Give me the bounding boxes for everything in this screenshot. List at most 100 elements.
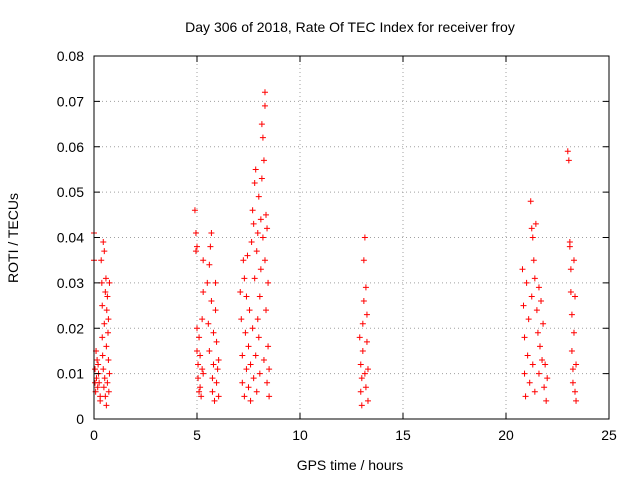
data-point (256, 293, 263, 300)
x-tick-label: 15 (395, 427, 411, 443)
data-point (98, 257, 105, 264)
data-point (215, 357, 222, 364)
data-point (260, 157, 267, 164)
data-point (207, 243, 214, 250)
data-point (241, 393, 248, 400)
data-point (197, 352, 204, 359)
y-tick-labels: 0 0.01 0.02 0.03 0.04 0.05 0.06 0.07 0.08 (57, 48, 84, 427)
data-point (104, 293, 111, 300)
data-point (106, 279, 113, 286)
data-point (99, 334, 106, 341)
data-point (524, 352, 531, 359)
data-point (532, 220, 539, 227)
data-point (253, 388, 260, 395)
data-point (264, 379, 271, 386)
data-point (568, 311, 575, 318)
axis-ticks (93, 55, 610, 420)
data-point (96, 379, 103, 386)
data-point (209, 375, 216, 382)
data-point (362, 284, 369, 291)
data-point (206, 261, 213, 268)
data-point (566, 243, 573, 250)
chart-title: Day 306 of 2018, Rate Of TEC Index for r… (185, 19, 515, 35)
data-point (255, 193, 262, 200)
data-point (196, 334, 203, 341)
data-point (360, 257, 367, 264)
data-point (361, 370, 368, 377)
data-point (208, 229, 215, 236)
data-point (208, 298, 215, 305)
data-point (103, 402, 110, 409)
data-point (199, 316, 206, 323)
data-point (541, 384, 548, 391)
data-point (215, 393, 222, 400)
data-point (358, 402, 365, 409)
data-point (529, 361, 536, 368)
data-point (238, 316, 245, 323)
data-point (194, 325, 200, 332)
data-point (242, 329, 249, 336)
y-tick-label: 0.03 (57, 275, 84, 291)
y-tick-label: 0.06 (57, 139, 84, 155)
data-point (519, 266, 526, 273)
data-point (212, 279, 219, 286)
data-point (359, 320, 366, 327)
data-point (260, 357, 267, 364)
y-axis-label: ROTI / TECUs (5, 193, 21, 283)
data-point (105, 316, 112, 323)
data-point (523, 279, 530, 286)
x-tick-label: 20 (498, 427, 514, 443)
data-point (364, 397, 371, 404)
data-point (105, 329, 112, 336)
data-point (102, 393, 109, 400)
data-point (521, 370, 528, 377)
data-point (255, 334, 262, 341)
data-point (527, 198, 534, 205)
data-point (538, 298, 545, 305)
data-point (266, 366, 273, 373)
data-point (520, 302, 527, 309)
data-point (535, 370, 542, 377)
y-tick-label: 0.01 (57, 366, 84, 382)
data-point (252, 166, 259, 173)
data-point (197, 384, 204, 391)
data-point (105, 388, 112, 395)
data-point (240, 257, 247, 264)
data-point (567, 266, 574, 273)
data-point (257, 266, 264, 273)
data-point (259, 134, 266, 141)
data-point (360, 298, 367, 305)
data-point (526, 379, 533, 386)
data-point (248, 239, 255, 246)
data-point (106, 370, 113, 377)
data-point (212, 307, 219, 314)
x-tick-labels: 0 5 10 15 20 25 (90, 427, 617, 443)
data-point (100, 239, 107, 246)
data-point (356, 334, 363, 341)
data-point (200, 370, 207, 377)
data-point (94, 357, 101, 364)
data-point (249, 325, 256, 332)
data-point (97, 397, 104, 404)
x-tick-label: 25 (601, 427, 617, 443)
x-axis-label: GPS time / hours (297, 457, 404, 473)
data-point (540, 320, 547, 327)
data-point (237, 288, 244, 295)
y-tick-label: 0.04 (57, 230, 84, 246)
data-point (536, 343, 543, 350)
data-point (362, 384, 369, 391)
data-point (247, 397, 254, 404)
data-point (528, 293, 535, 300)
y-tick-label: 0 (76, 411, 84, 427)
data-point (245, 343, 252, 350)
data-point (247, 361, 254, 368)
data-point (258, 175, 265, 182)
data-point (531, 275, 538, 282)
data-point (94, 384, 101, 391)
data-point (252, 352, 259, 359)
data-point (361, 234, 368, 241)
data-point (101, 248, 108, 255)
data-point (195, 375, 202, 382)
data-point (543, 397, 550, 404)
